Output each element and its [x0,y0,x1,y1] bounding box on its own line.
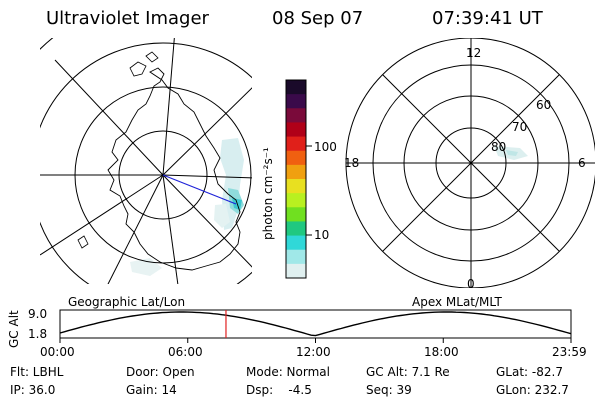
time-label: 07:39:41 UT [432,8,543,29]
altitude-axis-label: GC Alt [7,310,21,348]
time-tick-1800: 18:00 [424,345,459,359]
time-tick-1200: 12:00 [296,345,331,359]
apex-caption: Apex MLat/MLT [412,295,502,309]
glon-status: GLon: 232.7 [496,383,569,397]
mlt-label-6: 6 [578,156,586,170]
time-tick-0000: 00:00 [40,345,75,359]
altitude-min-label: 1.8 [28,327,48,341]
lat-label-60: 60 [536,98,552,112]
time-tick-0600: 06:00 [168,345,203,359]
filter-status: Flt: LBHL [10,365,64,379]
mode-status: Mode: Normal [246,365,330,379]
colorbar-tick-10: 10 [314,228,330,242]
seq-status: Seq: 39 [366,383,412,397]
mlt-label-12: 12 [466,46,482,60]
door-status: Door: Open [126,365,195,379]
polar-grid [345,38,595,288]
aurora-emission-polar [494,146,528,160]
glat-status: GLat: -82.7 [496,365,563,379]
continent-outline [107,67,241,271]
gain-status: Gain: 14 [126,383,177,397]
color-bar-gradient [286,80,306,279]
time-tick-2359: 23:59 [552,345,587,359]
mlt-label-0: 0 [467,277,475,291]
date-label: 08 Sep 07 [272,8,364,29]
geographic-caption: Geographic Lat/Lon [68,295,186,309]
lat-label-80: 80 [491,140,507,154]
altitude-plot [59,309,572,343]
altitude-max-label: 9.0 [28,307,48,321]
mlt-label-18: 18 [344,156,360,170]
dsp-status: Dsp: -4.5 [246,383,312,397]
colorbar-unit-label: photon cm⁻²s⁻¹ [261,147,275,240]
colorbar-tick-100: 100 [314,140,337,154]
gc-alt-status: GC Alt: 7.1 Re [366,365,450,379]
altitude-curve [59,311,572,337]
color-bar [285,79,312,279]
ip-status: IP: 36.0 [10,383,56,397]
geographic-map [40,38,252,284]
lat-label-70: 70 [512,120,528,134]
instrument-title: Ultraviolet Imager [46,8,209,29]
